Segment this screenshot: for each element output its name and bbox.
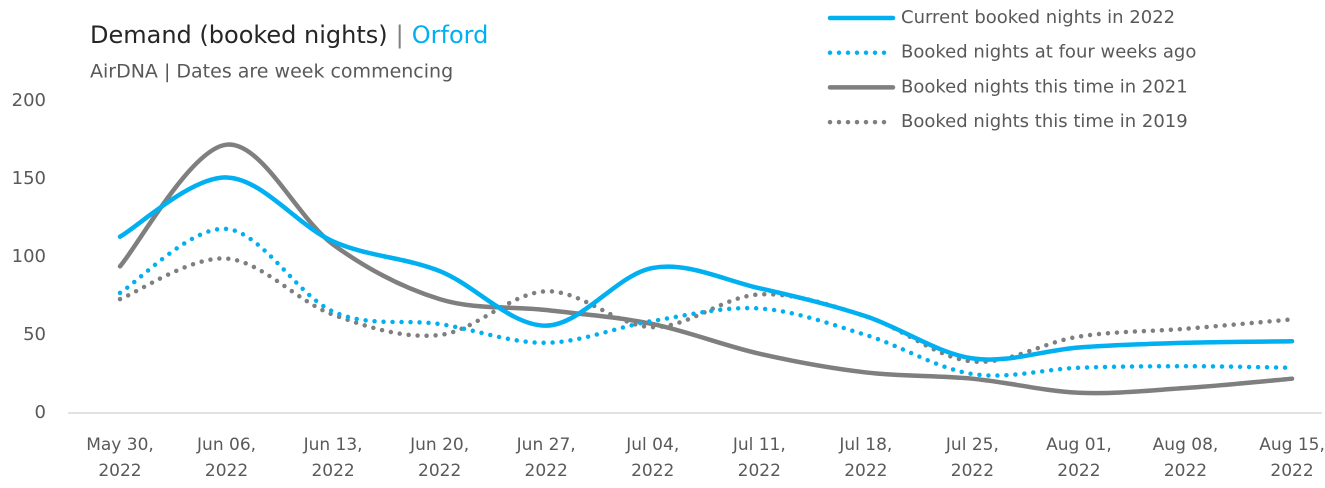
y-tick-label: 50	[23, 324, 46, 345]
x-tick-label: Jun 06, 2022	[197, 435, 257, 481]
x-tick-label: Aug 15, 2022	[1259, 435, 1325, 481]
x-tick-label: Jul 04, 2022	[626, 435, 680, 481]
series-line	[117, 142, 1295, 396]
x-tick-label: Jul 11, 2022	[732, 435, 786, 481]
x-tick-label: Jun 13, 2022	[303, 435, 363, 481]
title-main: Demand (booked nights)	[90, 21, 388, 49]
title-highlight: Orford	[412, 21, 489, 49]
subtitle: AirDNA | Dates are week commencing	[90, 61, 453, 83]
y-tick-label: 200	[12, 90, 46, 111]
x-tick-label: Aug 01, 2022	[1046, 435, 1112, 481]
legend-label: Current booked nights in 2022	[901, 7, 1175, 28]
title-separator: |	[396, 21, 404, 49]
x-tick-label: Jun 27, 2022	[516, 435, 576, 481]
x-tick-label: Jul 18, 2022	[839, 435, 893, 481]
x-tick-label: Jul 25, 2022	[945, 435, 999, 481]
chart-title: Demand (booked nights) | Orford	[90, 21, 488, 49]
legend-label: Booked nights this time in 2019	[901, 111, 1188, 132]
series-line	[117, 226, 1295, 378]
y-tick-label: 100	[12, 246, 46, 267]
legend-label: Booked nights this time in 2021	[901, 76, 1188, 97]
series-line	[117, 175, 1295, 362]
x-tick-label: Aug 08, 2022	[1152, 435, 1219, 481]
legend-label: Booked nights at four weeks ago	[901, 42, 1196, 63]
x-tick-label: Jun 20, 2022	[410, 435, 470, 481]
y-tick-label: 0	[35, 402, 46, 423]
x-tick-label: May 30, 2022	[86, 435, 154, 481]
y-tick-label: 150	[12, 168, 46, 189]
